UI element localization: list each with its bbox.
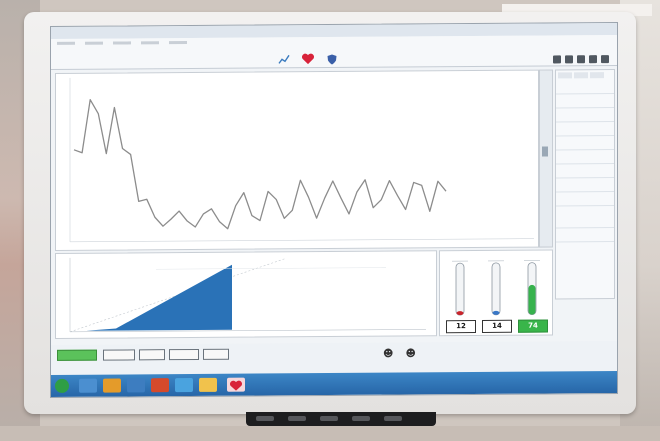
monitor-button[interactable]: [384, 416, 402, 421]
scale-slider[interactable]: [539, 69, 553, 248]
side-panel: [555, 69, 615, 300]
signal-trace-plot: [69, 77, 534, 243]
readout-1: 12: [446, 320, 476, 334]
trace-x-axis: [70, 238, 534, 243]
taskbar-app-icon[interactable]: [199, 377, 217, 392]
side-tab[interactable]: [590, 72, 604, 79]
meter-fill: [456, 311, 464, 316]
side-tab[interactable]: [574, 72, 588, 79]
taskbar-app-icon[interactable]: [103, 378, 121, 393]
menu-item[interactable]: [85, 41, 103, 45]
control-button[interactable]: [139, 349, 165, 361]
monitor-button[interactable]: [288, 416, 306, 421]
toolbar-icons: [277, 53, 339, 65]
taskbar: [51, 371, 617, 397]
shield-icon[interactable]: [325, 53, 339, 65]
heart-icon[interactable]: [301, 53, 315, 65]
taskbar-app-icon[interactable]: [127, 378, 145, 393]
monitor-button[interactable]: [352, 416, 370, 421]
side-item[interactable]: [556, 214, 614, 229]
readout-2: 14: [482, 319, 512, 333]
signal-graph[interactable]: [55, 69, 539, 251]
monitor-button[interactable]: [256, 416, 274, 421]
start-orb-icon[interactable]: [55, 378, 69, 393]
monitor-button[interactable]: [320, 416, 338, 421]
tool-icon[interactable]: [553, 55, 561, 64]
meters-panel: 12 14 74: [439, 249, 553, 337]
taskbar-app-icon[interactable]: [175, 377, 193, 393]
side-item[interactable]: [556, 122, 614, 137]
meter-tubes: [452, 260, 540, 316]
side-item[interactable]: [556, 178, 614, 193]
meter-fill: [528, 284, 536, 315]
menu-item[interactable]: [169, 41, 187, 45]
control-button[interactable]: [203, 348, 229, 360]
menu-items: [57, 41, 187, 45]
menu-item[interactable]: [113, 41, 131, 45]
menu-bar: [51, 35, 617, 70]
side-item[interactable]: [556, 108, 614, 123]
side-item[interactable]: [556, 228, 614, 243]
ramp-plot: [69, 257, 426, 333]
toolbar-right: [553, 55, 609, 64]
side-item[interactable]: [556, 164, 614, 179]
start-button[interactable]: [57, 349, 97, 361]
meter-tube: [491, 262, 501, 316]
side-item[interactable]: [556, 94, 614, 109]
tool-icon[interactable]: [577, 55, 585, 64]
scale-slider-knob[interactable]: [542, 146, 548, 157]
tool-icon[interactable]: [565, 55, 573, 64]
person-icon[interactable]: ☻: [383, 348, 394, 360]
side-tab[interactable]: [558, 72, 572, 79]
monitor-stand: [246, 412, 436, 426]
monitor-buttons: [256, 416, 426, 426]
signal-trace-line: [73, 99, 447, 230]
readout-3: 74: [518, 319, 548, 333]
side-item[interactable]: [556, 136, 614, 151]
monitor-screen: 12 14 74 ☻ ☻: [50, 22, 618, 398]
menu-item[interactable]: [141, 41, 159, 45]
tool-icon[interactable]: [589, 55, 597, 64]
taskbar-app-icon[interactable]: [79, 378, 97, 393]
graph-icon[interactable]: [277, 53, 291, 65]
ramp-x-axis: [70, 329, 426, 333]
ramp-graph[interactable]: [55, 250, 437, 339]
meter-fill: [492, 310, 500, 315]
control-button[interactable]: [103, 349, 135, 361]
person-icons: ☻ ☻: [383, 348, 416, 359]
side-item[interactable]: [556, 80, 614, 95]
meter-tube: [455, 262, 465, 316]
side-item[interactable]: [556, 192, 614, 207]
taskbar-app-icon[interactable]: [151, 378, 169, 393]
desk: [0, 426, 660, 441]
side-tabs: [556, 70, 614, 80]
control-bar: ☻ ☻: [51, 341, 617, 375]
menu-item[interactable]: [57, 41, 75, 45]
control-button[interactable]: [169, 348, 199, 361]
person-icon[interactable]: ☻: [405, 348, 416, 360]
ramp-fill: [86, 264, 232, 331]
taskbar-app-heart-icon[interactable]: [227, 377, 245, 392]
tool-icon[interactable]: [601, 55, 609, 64]
side-item[interactable]: [556, 150, 614, 165]
